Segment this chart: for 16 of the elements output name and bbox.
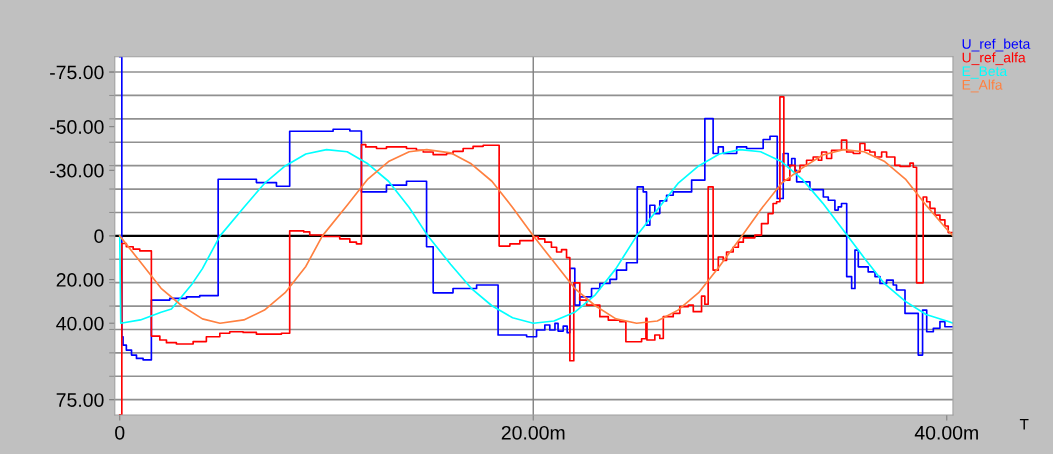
text: E_Alfa <box>962 79 1003 93</box>
text: U_ref_alfa <box>962 52 1026 66</box>
text: E_Beta <box>962 66 1008 79</box>
y-tick-label: 75.00 <box>56 393 104 407</box>
y-tick-label: -30.00 <box>50 163 104 178</box>
y-tick-label: 20.00 <box>56 273 104 287</box>
line-series <box>118 148 953 325</box>
x-tick-label: 40.00m <box>914 425 978 440</box>
y-tick-label: 0 <box>94 229 104 244</box>
x-tick-label: 0 <box>115 425 125 440</box>
y-tick-label: -75.00 <box>50 65 104 80</box>
x-tick-label: 20.00m <box>501 425 565 440</box>
text: U_ref_beta <box>962 38 1031 52</box>
x-axis-title: T <box>1019 419 1029 430</box>
y-tick-label: -50.00 <box>50 120 104 134</box>
y-tick-label: 40.00 <box>56 316 104 331</box>
